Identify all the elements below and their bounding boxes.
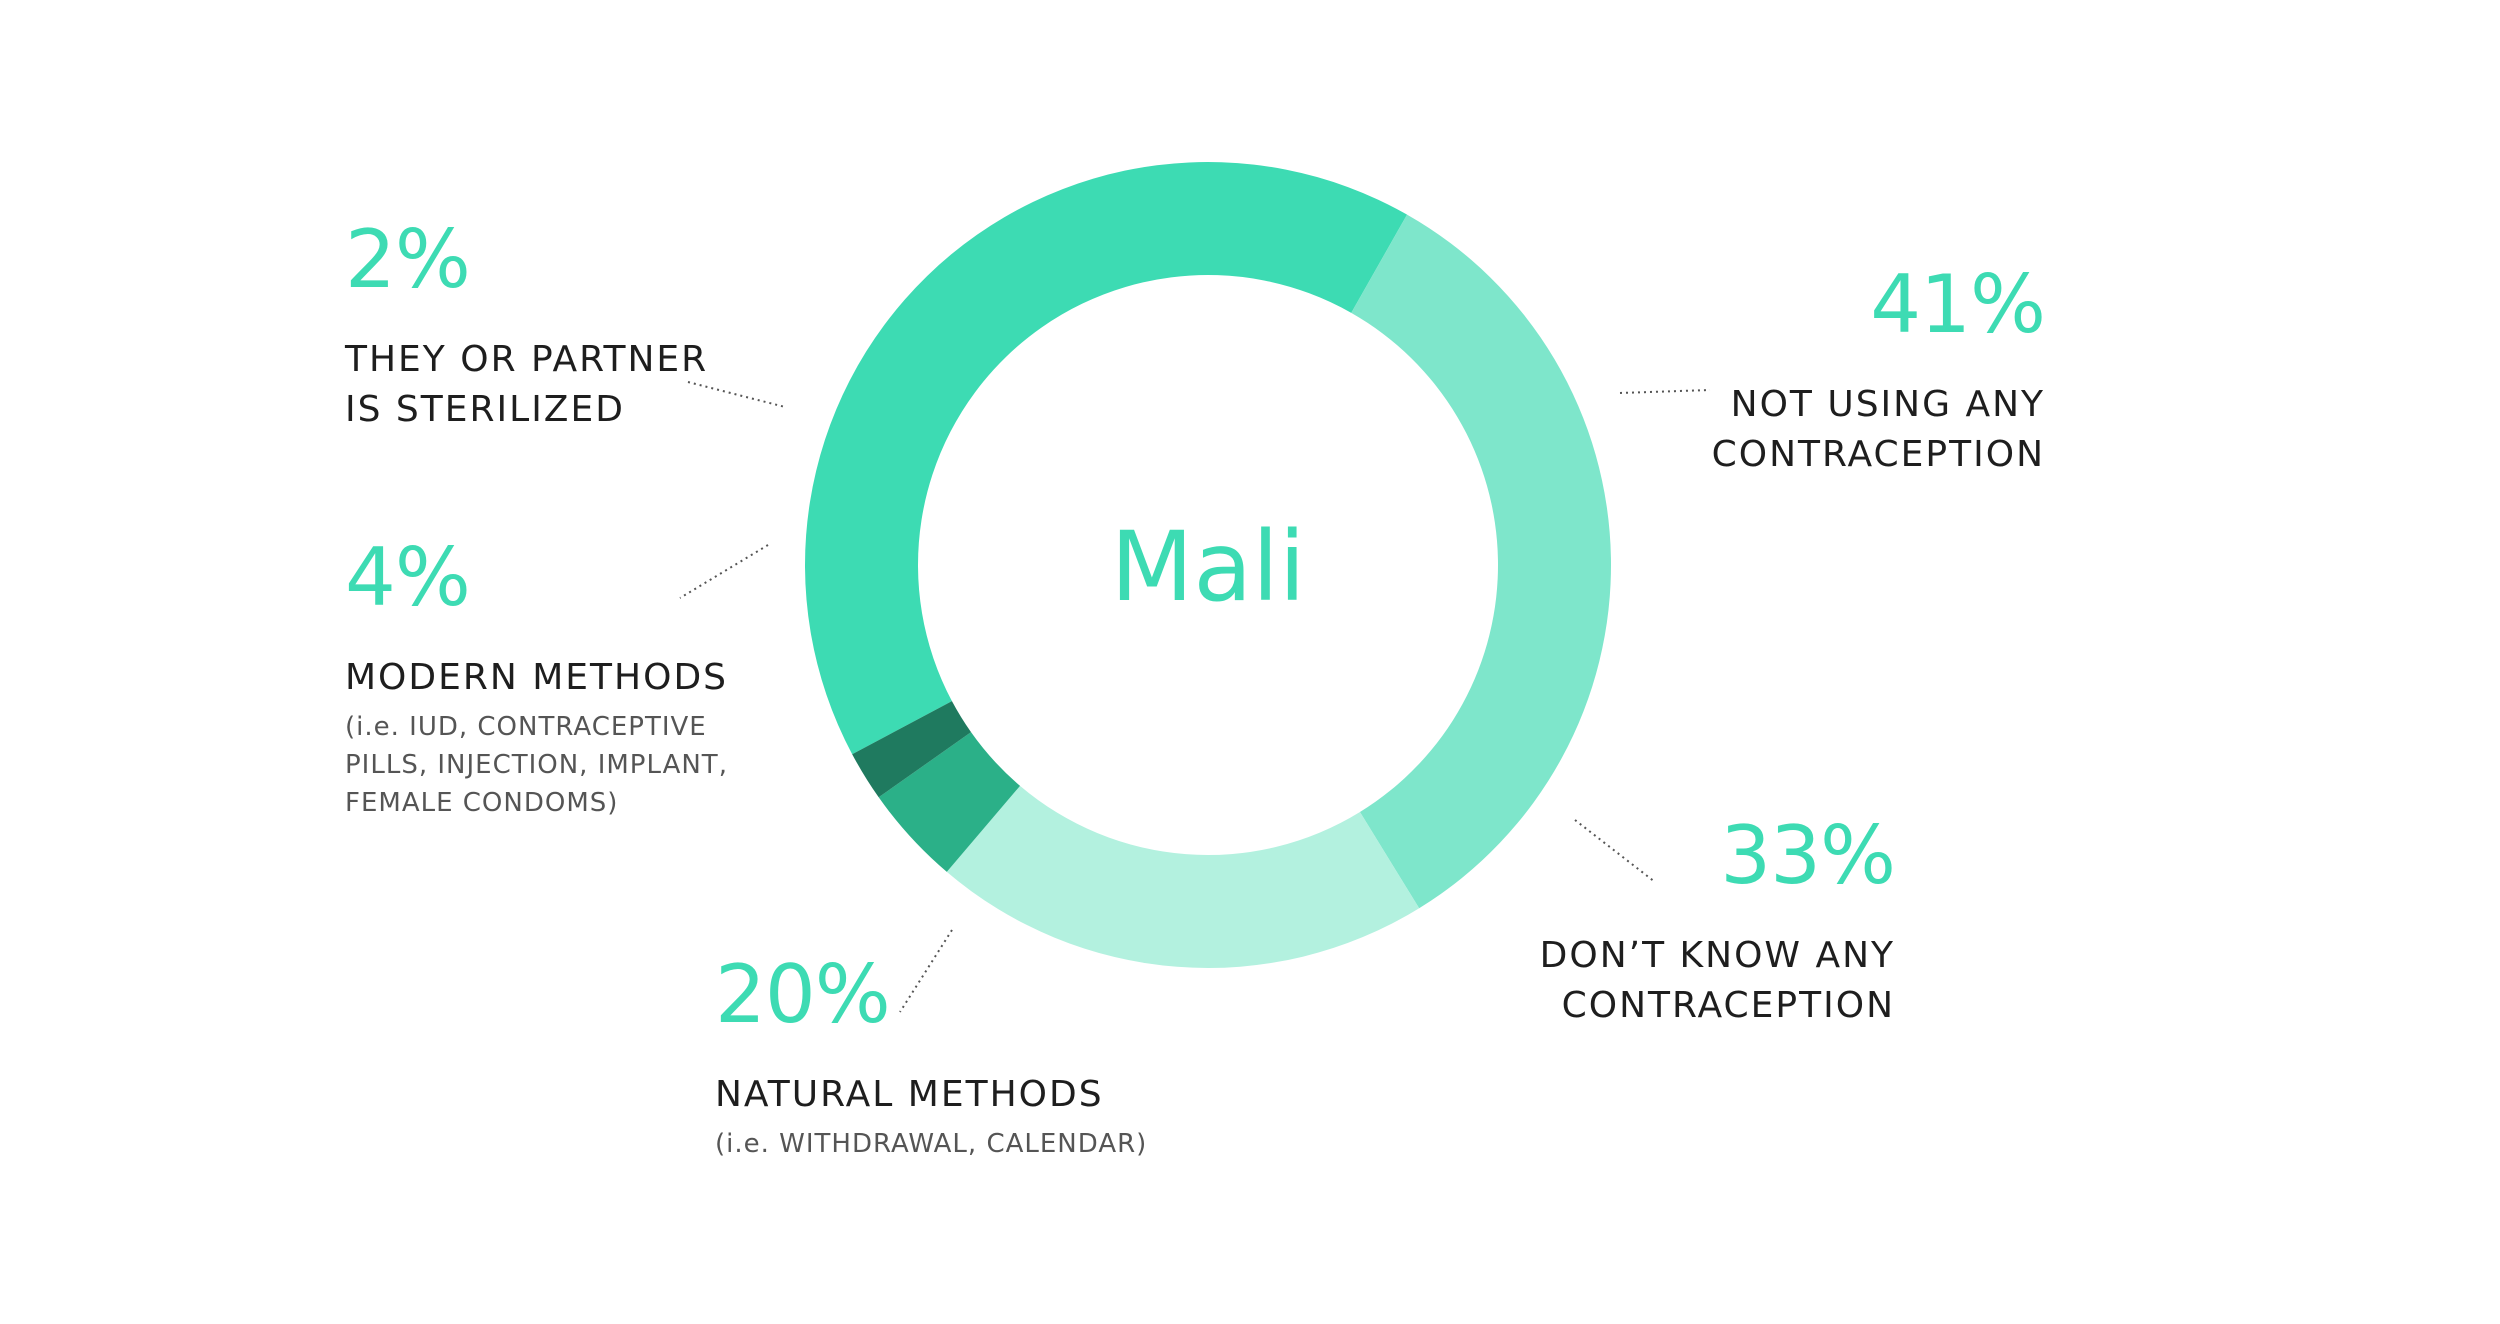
leader-line-0 [1619, 389, 1711, 394]
leader-line-4 [687, 381, 786, 408]
slice-percent-2: 20% [715, 948, 890, 1041]
slice-4 [852, 701, 972, 798]
slice-0 [805, 161, 1408, 755]
slice-sublabel-line-3-2: FEMALE CONDOMS) [345, 788, 618, 818]
slice-label-line-0-1: CONTRACEPTION [1712, 434, 2045, 475]
slice-label-line-1-1: CONTRACEPTION [1562, 985, 1895, 1026]
slice-label-line-0-0: NOT USING ANY [1731, 384, 2045, 425]
slice-percent-1: 33% [1720, 809, 1895, 902]
slice-label-line-2-0: NATURAL METHODS [715, 1074, 1104, 1115]
slice-label-line-4-1: IS STERILIZED [345, 389, 625, 430]
center-label: Mali [1111, 511, 1306, 623]
slice-percent-3: 4% [345, 531, 470, 624]
slice-3 [878, 732, 1021, 872]
slice-sublabel-line-3-0: (i.e. IUD, CONTRACEPTIVE [345, 712, 707, 742]
slice-labels: 41% NOT USING ANY CONTRACEPTION 33% DON’T KN… [344, 213, 2046, 1159]
leader-lines [679, 381, 1711, 1013]
donut-slices [805, 161, 1611, 968]
leader-line-1 [1574, 819, 1656, 883]
slice-label-0: 41% NOT USING ANY CONTRACEPTION [1712, 258, 2046, 475]
slice-percent-0: 41% [1870, 258, 2045, 351]
leader-line-3 [679, 544, 769, 599]
slice-sublabel-line-3-1: PILLS, INJECTION, IMPLANT, [345, 750, 728, 780]
slice-2 [946, 785, 1420, 968]
slice-1 [1351, 214, 1611, 909]
slice-label-1: 33% DON’T KNOW ANY CONTRACEPTION [1540, 809, 1896, 1026]
slice-sublabel-line-2-0: (i.e. WITHDRAWAL, CALENDAR) [715, 1129, 1147, 1159]
slice-label-4: 2% THEY OR PARTNER IS STERILIZED [344, 213, 708, 430]
slice-label-3: 4% MODERN METHODS (i.e. IUD, CONTRACEPTIVE… [345, 531, 728, 818]
slice-percent-4: 2% [345, 213, 470, 306]
slice-label-2: 20% NATURAL METHODS (i.e. WITHDRAWAL, CALE… [715, 948, 1147, 1159]
leader-line-2 [899, 929, 953, 1013]
slice-label-line-4-0: THEY OR PARTNER [344, 339, 708, 380]
slice-label-line-3-0: MODERN METHODS [345, 657, 728, 698]
slice-label-line-1-0: DON’T KNOW ANY [1540, 935, 1895, 976]
